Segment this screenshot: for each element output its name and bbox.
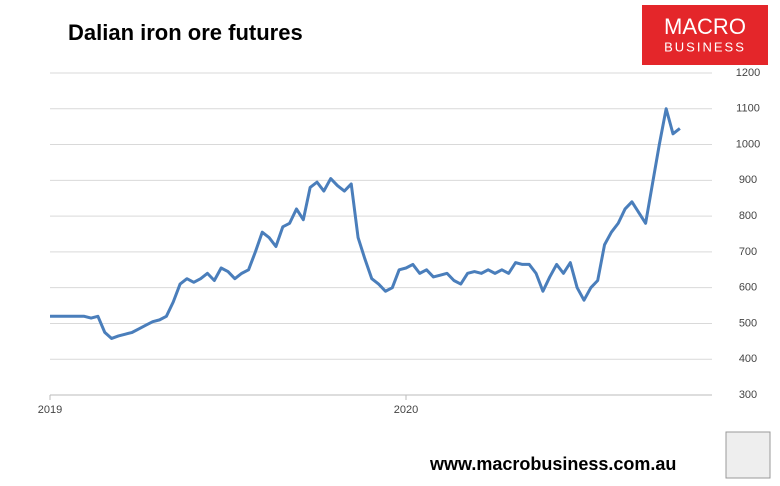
logo-text: BUSINESS: [664, 39, 746, 54]
y-tick-label: 1000: [736, 138, 760, 150]
y-tick-label: 300: [739, 389, 757, 401]
logo-text: MACRO: [664, 14, 746, 39]
x-tick-label: 2019: [38, 404, 62, 416]
fox-icon: [725, 431, 771, 479]
chart-title: Dalian iron ore futures: [68, 20, 303, 45]
y-tick-label: 700: [739, 246, 757, 258]
y-tick-label: 800: [739, 210, 757, 222]
y-tick-label: 600: [739, 282, 757, 294]
y-tick-label: 1200: [736, 67, 760, 79]
y-tick-label: 400: [739, 353, 757, 365]
website: www.macrobusiness.com.au: [429, 454, 676, 474]
line: [50, 107, 681, 340]
x-tick-label: 2020: [394, 404, 418, 416]
y-tick-label: 500: [739, 317, 757, 329]
y-tick-label: 1100: [736, 103, 760, 115]
y-tick-label: 900: [739, 174, 757, 186]
logo: [642, 5, 768, 65]
